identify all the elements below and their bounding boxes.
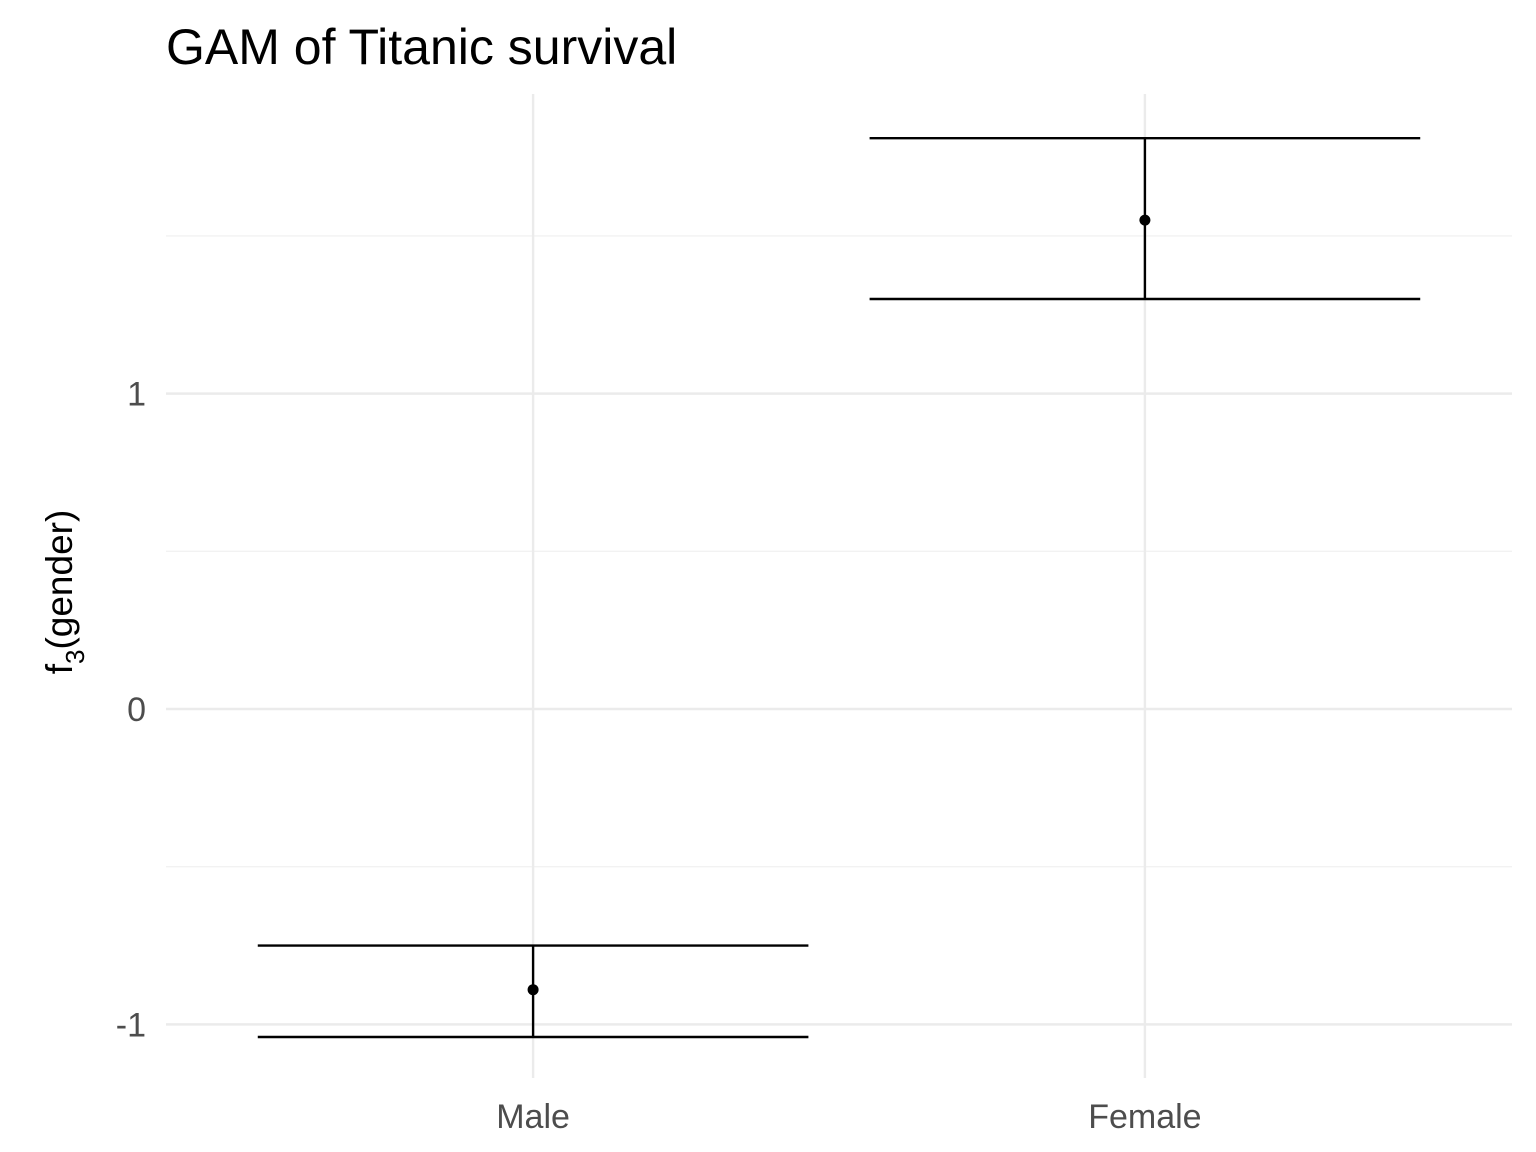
grid — [166, 94, 1512, 1078]
chart-marks — [257, 136, 1421, 1039]
x-tick-label-male: Male — [496, 1098, 570, 1136]
errorbar-female — [869, 136, 1421, 301]
y-axis-ticks: -1 0 1 — [116, 376, 146, 1045]
errorbar-male — [257, 944, 809, 1039]
y-axis-title-subscript: 3 — [60, 650, 90, 664]
y-axis-title: f3(gender) — [39, 510, 90, 675]
y-axis-title-rest: (gender) — [39, 510, 80, 650]
y-axis-title-main: f — [39, 663, 80, 674]
x-axis-ticks: Male Female — [496, 1098, 1201, 1136]
x-tick-label-female: Female — [1088, 1098, 1201, 1136]
chart-title: GAM of Titanic survival — [166, 19, 677, 75]
point-female — [1139, 214, 1151, 226]
point-male — [527, 984, 539, 996]
y-tick-label-2: 1 — [127, 376, 146, 414]
y-tick-label-1: 0 — [127, 691, 146, 729]
y-tick-label-0: -1 — [116, 1006, 146, 1044]
